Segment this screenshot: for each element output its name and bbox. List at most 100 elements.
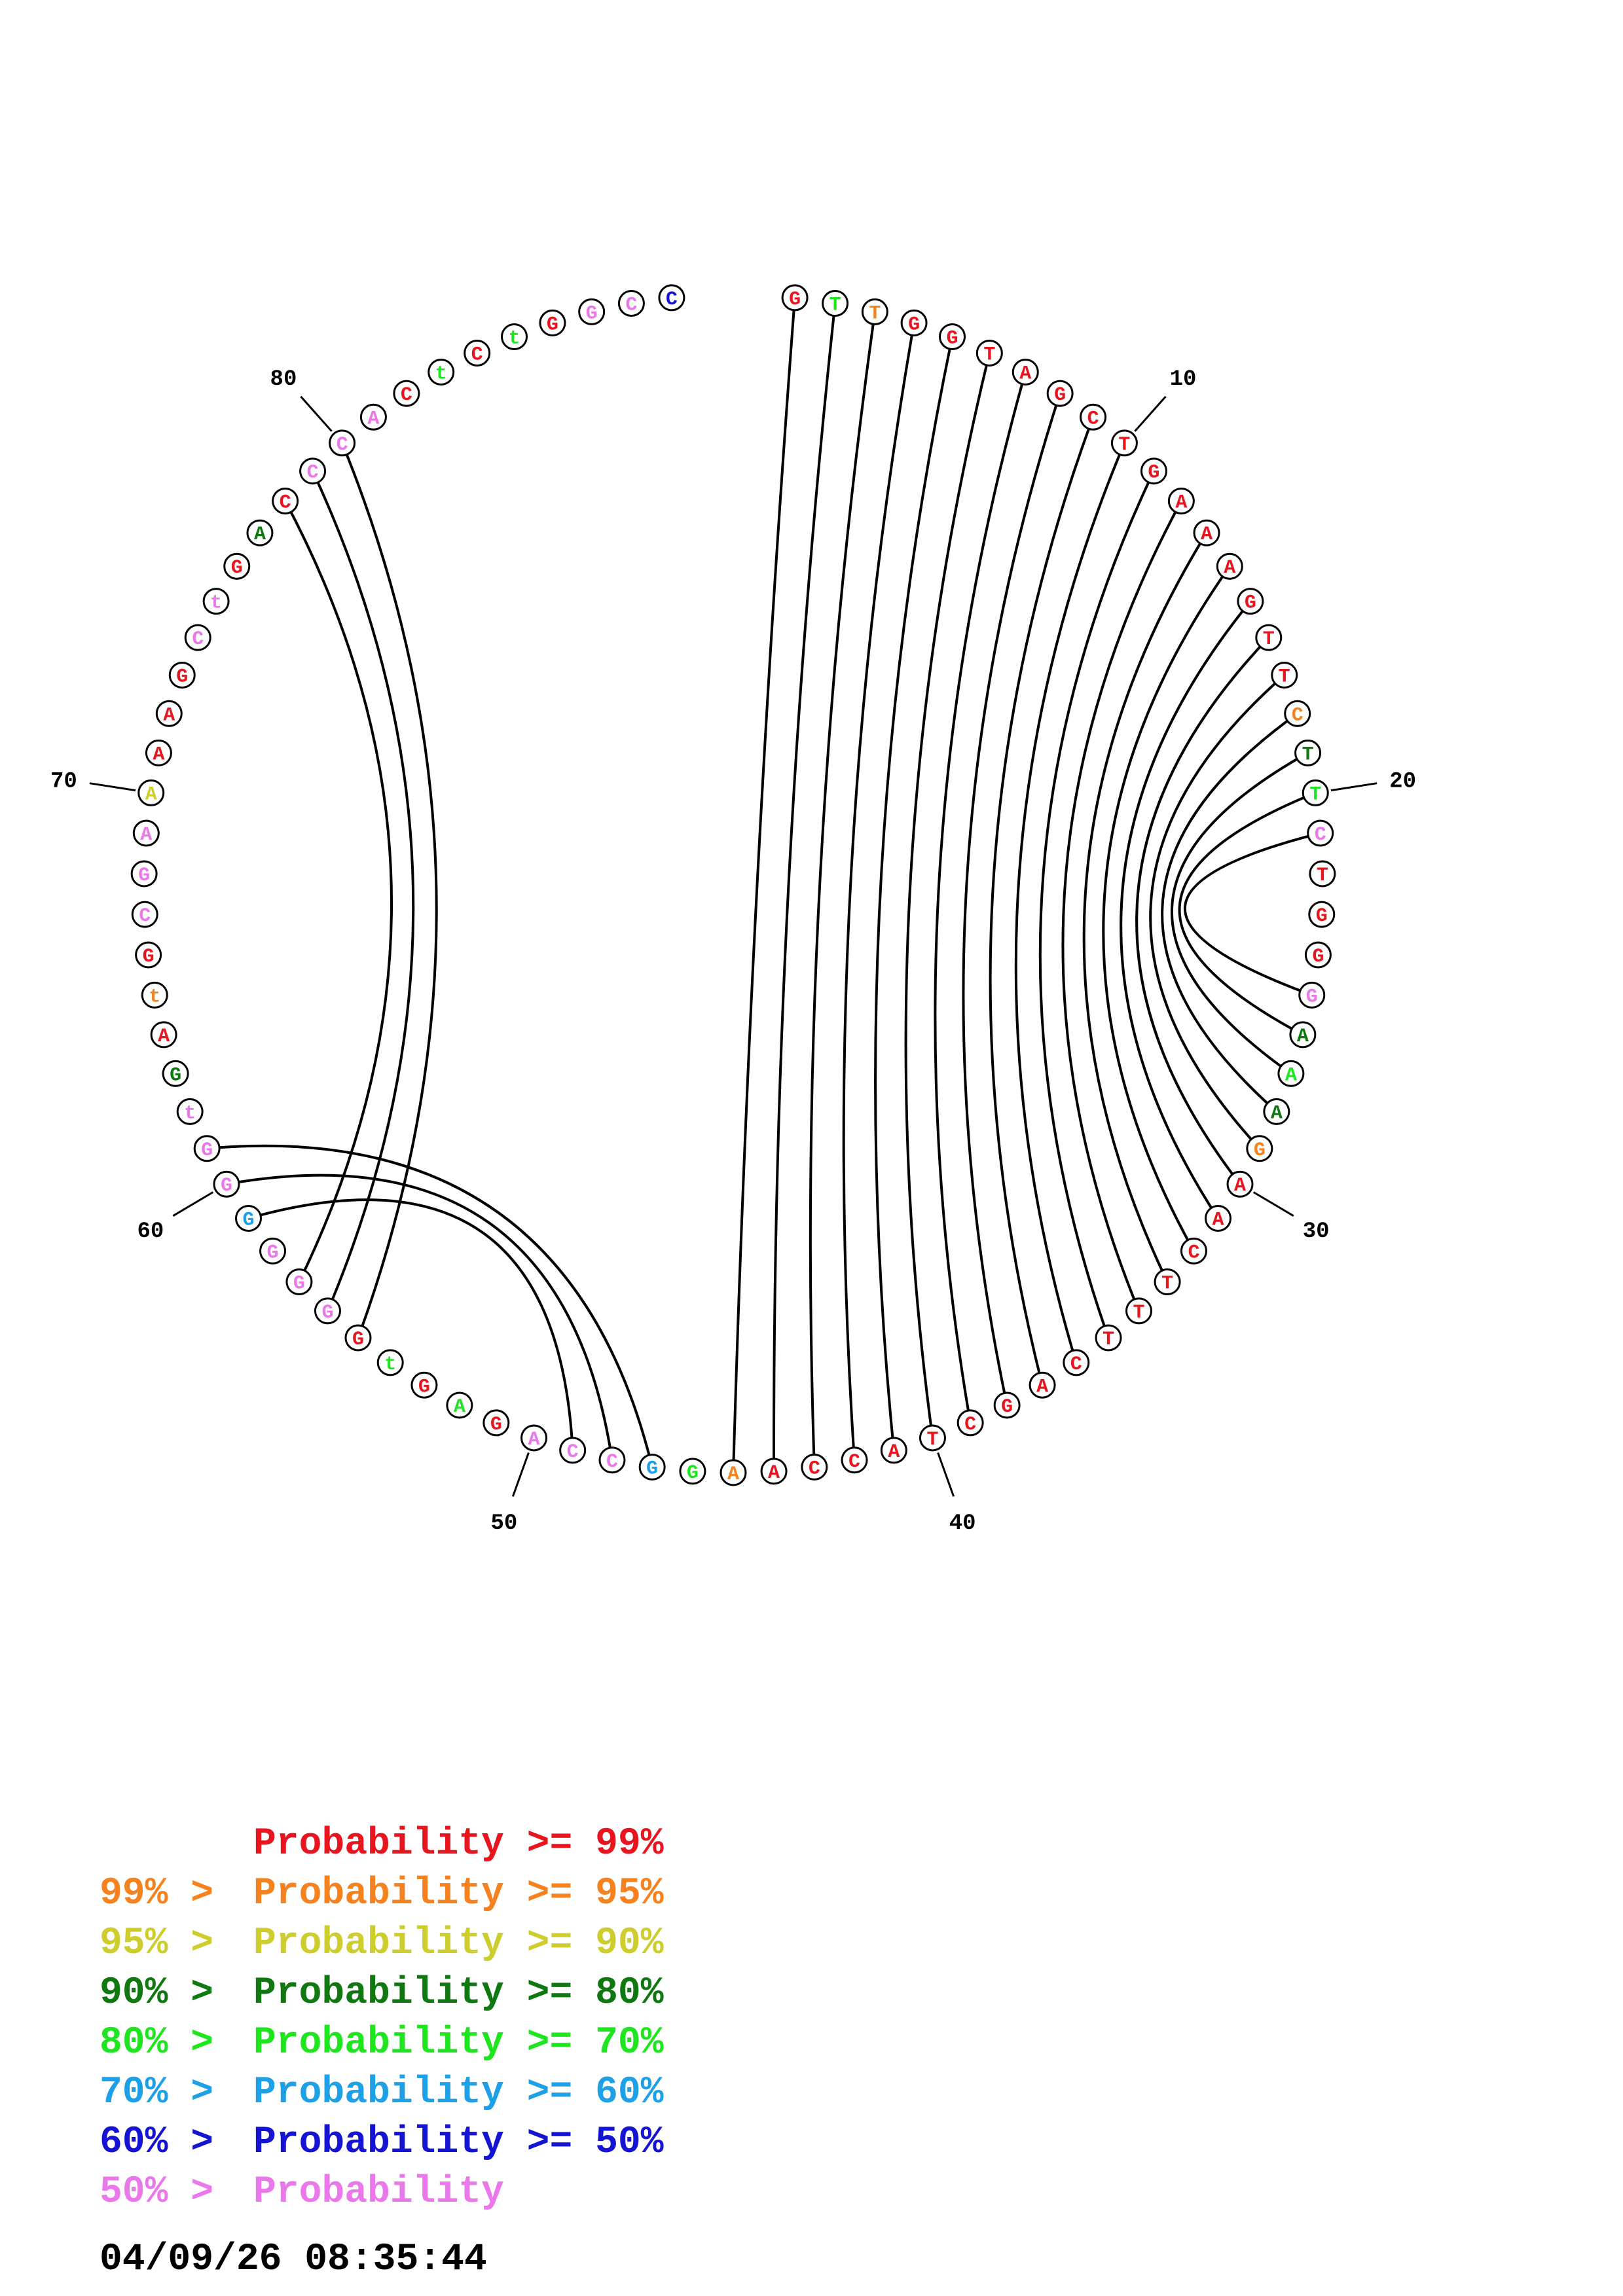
nucleotide-circle-68: [130, 860, 158, 888]
pair-arc-7-39: [934, 371, 1027, 1424]
nucleotide-letter-54: t: [384, 1354, 396, 1376]
nucleotide-circle-76: [223, 552, 251, 580]
nucleotide-circle-5: [938, 323, 966, 350]
nucleotide-circle-89: [658, 284, 685, 312]
legend-row-0: Probability >= 99%: [0, 1820, 786, 1869]
nucleotide-letter-15: G: [1245, 592, 1256, 615]
pair-arc-19-27: [1171, 751, 1309, 1075]
nucleotide-letter-42: C: [848, 1451, 860, 1473]
nucleotide-letter-20: T: [1309, 783, 1321, 806]
nucleotide-letter-44: A: [768, 1462, 780, 1484]
nucleotide-circle-81: [359, 403, 387, 431]
nucleotide-letter-55: G: [352, 1329, 364, 1351]
pair-arc-15-31: [1120, 600, 1252, 1219]
position-label-30: 30: [1303, 1219, 1330, 1244]
nucleotide-letter-30: A: [1234, 1175, 1246, 1197]
legend-row-6: 60% > Probability >= 50%: [0, 2118, 786, 2168]
nucleotide-letter-14: A: [1224, 557, 1235, 579]
nucleotide-circle-3: [861, 298, 888, 325]
nucleotide-circle-30: [1226, 1170, 1254, 1198]
pair-arc-18-28: [1161, 712, 1298, 1113]
nucleotide-letter-76: G: [231, 557, 243, 579]
nucleotide-circle-63: [162, 1060, 189, 1087]
nucleotide-circle-65: [141, 981, 168, 1009]
nucleotide-letter-48: C: [606, 1451, 618, 1473]
nucleotide-letter-89: C: [666, 289, 678, 311]
position-label-20: 20: [1389, 770, 1416, 795]
nucleotide-circle-36: [1063, 1349, 1090, 1376]
nucleotide-letter-79: C: [307, 462, 319, 484]
nucleotide-circle-38: [993, 1391, 1021, 1419]
nucleotide-circle-57: [285, 1268, 313, 1296]
nucleotide-letter-33: T: [1161, 1273, 1173, 1295]
legend-label: Probability >= 50%: [253, 2121, 664, 2164]
nucleotide-circle-14: [1216, 552, 1243, 580]
legend-row-2: 95% > Probability >= 90%: [0, 1919, 786, 1969]
nucleotide-circle-12: [1167, 487, 1195, 514]
pair-arc-6-40: [904, 353, 991, 1439]
nucleotide-circle-6: [976, 340, 1003, 367]
nucleotide-circle-58: [259, 1237, 287, 1265]
nucleotide-letter-69: A: [140, 824, 152, 846]
nucleotide-circle-18: [1284, 700, 1311, 727]
nucleotide-letter-49: C: [567, 1441, 579, 1463]
legend-row-4: 80% > Probability >= 70%: [0, 2018, 786, 2068]
nucleotide-letter-29: G: [1254, 1139, 1266, 1162]
nucleotide-circle-52: [446, 1391, 473, 1419]
pair-arc-57-78: [283, 500, 393, 1283]
nucleotide-circle-73: [168, 661, 196, 689]
nucleotide-letter-26: A: [1297, 1026, 1309, 1048]
nucleotide-letter-27: A: [1285, 1064, 1297, 1086]
position-label-10: 10: [1170, 367, 1197, 392]
position-tick-80: [300, 395, 333, 432]
nucleotide-letter-24: G: [1312, 946, 1324, 968]
nucleotide-letter-39: C: [964, 1414, 976, 1436]
nucleotide-circle-34: [1125, 1297, 1153, 1325]
pair-arc-47-61: [206, 1144, 654, 1467]
nucleotide-circle-9: [1080, 403, 1107, 431]
nucleotide-letter-7: A: [1019, 363, 1031, 385]
nucleotide-letter-65: t: [149, 986, 160, 1008]
nucleotide-letter-83: t: [435, 363, 447, 385]
nucleotide-circle-70: [137, 779, 165, 806]
nucleotide-circle-39: [957, 1409, 984, 1437]
nucleotide-letter-35: T: [1103, 1329, 1114, 1351]
nucleotide-circle-24: [1304, 941, 1332, 969]
nucleotide-letter-40: T: [926, 1429, 938, 1451]
base-pair-arcs: [206, 297, 1321, 1473]
position-tick-10: [1134, 395, 1167, 432]
nucleotide-circle-67: [131, 901, 158, 928]
nucleotide-circle-8: [1046, 380, 1074, 407]
nucleotide-letter-17: T: [1279, 666, 1290, 688]
position-tick-70: [89, 782, 136, 792]
nucleotide-circle-11: [1140, 457, 1167, 485]
nucleotide-circle-4: [900, 309, 928, 336]
pair-arc-21-25: [1183, 832, 1321, 997]
nucleotide-letter-50: A: [528, 1429, 540, 1451]
nucleotide-letter-41: A: [888, 1441, 900, 1463]
nucleotide-letter-3: T: [869, 302, 881, 325]
pair-arc-20-26: [1178, 791, 1317, 1036]
nucleotide-letter-45: A: [727, 1463, 739, 1486]
nucleotide-letter-81: A: [367, 408, 379, 430]
nucleotide-letter-57: G: [293, 1273, 305, 1295]
nucleotide-circle-88: [617, 290, 645, 317]
legend-range-prefix: 99% >: [100, 1873, 236, 1915]
nucleotide-circle-35: [1095, 1324, 1122, 1352]
legend-label: Probability >= 70%: [253, 2022, 664, 2064]
position-label-40: 40: [949, 1511, 976, 1536]
timestamp: 04/09/26 08:35:44: [100, 2238, 487, 2281]
legend-range-prefix: 70% >: [100, 2072, 236, 2114]
nucleotide-letter-9: C: [1087, 408, 1099, 430]
nucleotide-circle-29: [1246, 1135, 1273, 1162]
legend-row-5: 70% > Probability >= 60%: [0, 2068, 786, 2118]
nucleotide-circle-43: [801, 1453, 828, 1480]
nucleotide-circle-46: [679, 1458, 706, 1485]
nucleotide-circle-48: [598, 1446, 626, 1474]
nucleotide-circle-22: [1309, 860, 1336, 888]
nucleotide-circle-40: [919, 1424, 946, 1452]
nucleotide-letter-63: G: [170, 1064, 181, 1086]
nucleotide-letter-36: C: [1070, 1354, 1082, 1376]
nucleotide-circle-47: [638, 1453, 666, 1480]
legend-row-7: 50% > Probability: [0, 2168, 786, 2217]
